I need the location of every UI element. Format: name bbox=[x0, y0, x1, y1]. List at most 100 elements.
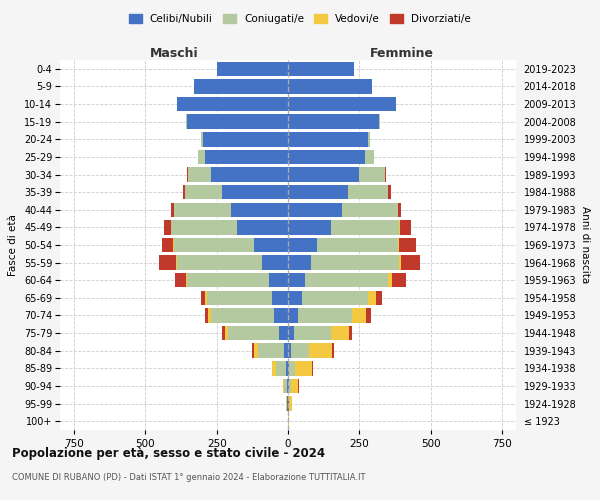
Bar bbox=[311, 256, 399, 270]
Bar bbox=[182, 185, 185, 200]
Bar bbox=[187, 114, 288, 129]
Bar bbox=[368, 132, 370, 146]
Text: Femmine: Femmine bbox=[370, 47, 434, 60]
Bar bbox=[289, 396, 292, 411]
Text: Popolazione per età, sesso e stato civile - 2024: Popolazione per età, sesso e stato civil… bbox=[12, 448, 325, 460]
Bar bbox=[177, 97, 288, 112]
Bar bbox=[284, 344, 288, 358]
Bar bbox=[223, 185, 288, 200]
Bar bbox=[298, 308, 352, 322]
Bar bbox=[174, 202, 231, 217]
Bar bbox=[388, 273, 392, 287]
Bar bbox=[310, 344, 332, 358]
Bar bbox=[187, 168, 188, 181]
Bar bbox=[291, 378, 298, 393]
Bar bbox=[272, 361, 276, 376]
Bar bbox=[399, 256, 401, 270]
Bar bbox=[400, 220, 412, 234]
Bar bbox=[294, 326, 331, 340]
Bar bbox=[198, 150, 205, 164]
Bar bbox=[288, 97, 397, 112]
Bar bbox=[262, 256, 288, 270]
Bar bbox=[288, 79, 372, 94]
Bar bbox=[175, 273, 186, 287]
Bar bbox=[272, 290, 288, 305]
Bar bbox=[258, 344, 284, 358]
Bar bbox=[288, 114, 379, 129]
Bar bbox=[288, 168, 359, 181]
Bar bbox=[201, 290, 205, 305]
Bar bbox=[269, 273, 288, 287]
Bar bbox=[280, 326, 288, 340]
Bar bbox=[342, 202, 398, 217]
Bar bbox=[203, 132, 288, 146]
Bar bbox=[349, 326, 352, 340]
Y-axis label: Anni di nascita: Anni di nascita bbox=[580, 206, 590, 284]
Bar bbox=[305, 273, 388, 287]
Bar bbox=[331, 326, 349, 340]
Bar bbox=[211, 168, 288, 181]
Bar bbox=[317, 238, 398, 252]
Bar bbox=[208, 308, 211, 322]
Bar bbox=[223, 326, 225, 340]
Bar bbox=[254, 238, 288, 252]
Legend: Celibi/Nubili, Coniugati/e, Vedovi/e, Divorziati/e: Celibi/Nubili, Coniugati/e, Vedovi/e, Di… bbox=[125, 10, 475, 29]
Bar bbox=[286, 361, 288, 376]
Bar bbox=[288, 132, 368, 146]
Bar bbox=[365, 150, 373, 164]
Bar bbox=[185, 185, 223, 200]
Bar bbox=[398, 202, 401, 217]
Bar bbox=[288, 220, 331, 234]
Bar bbox=[388, 185, 391, 200]
Bar bbox=[251, 344, 254, 358]
Bar bbox=[254, 344, 258, 358]
Y-axis label: Fasce di età: Fasce di età bbox=[8, 214, 19, 276]
Bar bbox=[201, 132, 203, 146]
Bar bbox=[288, 273, 305, 287]
Bar bbox=[194, 79, 288, 94]
Bar bbox=[177, 256, 262, 270]
Bar bbox=[159, 256, 176, 270]
Bar bbox=[291, 344, 310, 358]
Bar bbox=[331, 220, 399, 234]
Bar bbox=[162, 238, 173, 252]
Bar bbox=[401, 256, 420, 270]
Bar bbox=[188, 168, 211, 181]
Bar bbox=[174, 238, 254, 252]
Bar bbox=[187, 273, 269, 287]
Bar bbox=[171, 220, 236, 234]
Bar bbox=[295, 361, 312, 376]
Bar bbox=[283, 378, 284, 393]
Bar bbox=[288, 308, 298, 322]
Bar bbox=[217, 62, 288, 76]
Bar bbox=[385, 168, 386, 181]
Bar bbox=[186, 273, 187, 287]
Bar bbox=[276, 361, 286, 376]
Bar bbox=[171, 202, 174, 217]
Bar bbox=[289, 361, 295, 376]
Bar bbox=[288, 361, 289, 376]
Bar bbox=[228, 326, 280, 340]
Bar bbox=[231, 202, 288, 217]
Bar bbox=[236, 220, 288, 234]
Text: Maschi: Maschi bbox=[149, 47, 199, 60]
Bar bbox=[399, 220, 400, 234]
Bar bbox=[274, 308, 288, 322]
Bar bbox=[288, 290, 302, 305]
Bar bbox=[368, 290, 376, 305]
Text: COMUNE DI RUBANO (PD) - Dati ISTAT 1° gennaio 2024 - Elaborazione TUTTITALIA.IT: COMUNE DI RUBANO (PD) - Dati ISTAT 1° ge… bbox=[12, 472, 365, 482]
Bar bbox=[211, 308, 274, 322]
Bar bbox=[376, 290, 382, 305]
Bar bbox=[302, 290, 368, 305]
Bar bbox=[288, 344, 291, 358]
Bar bbox=[312, 361, 313, 376]
Bar bbox=[288, 202, 342, 217]
Bar bbox=[288, 238, 317, 252]
Bar bbox=[398, 238, 399, 252]
Bar bbox=[367, 308, 371, 322]
Bar bbox=[288, 326, 294, 340]
Bar bbox=[205, 308, 208, 322]
Bar bbox=[332, 344, 334, 358]
Bar bbox=[205, 290, 207, 305]
Bar bbox=[287, 378, 288, 393]
